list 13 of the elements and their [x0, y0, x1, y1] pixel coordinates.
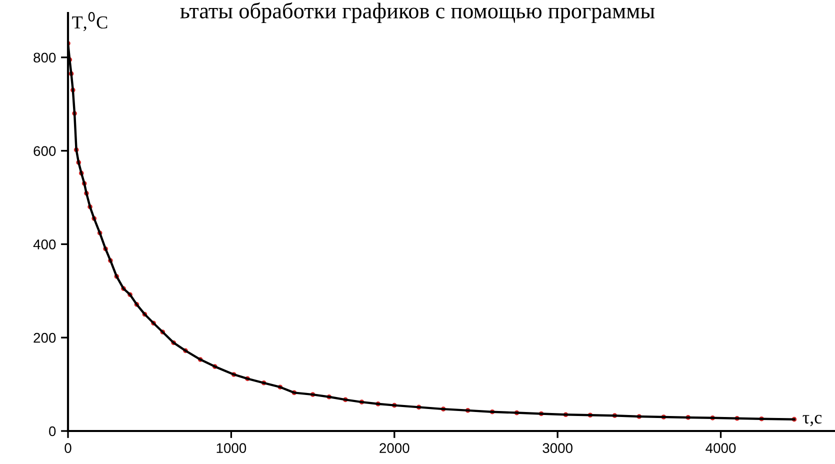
y-tick-label: 800 [34, 52, 56, 63]
y-tick-label: 0 [49, 426, 56, 436]
y-tick-label: 200 [34, 332, 56, 343]
chart-title: ьтаты обработки графиков с помощью программы [180, 2, 655, 23]
x-tick-label: 0 [64, 443, 72, 454]
x-tick-label: 3000 [542, 443, 572, 454]
x-tick-label: 1000 [216, 443, 246, 454]
x-axis-title: τ,с [802, 414, 822, 426]
y-tick-label: 600 [34, 146, 56, 156]
y-axis-title: T,$^{0}$C [72, 12, 108, 32]
y-tick-label: 400 [33, 240, 56, 250]
x-tick-label: 2000 [380, 443, 410, 454]
x-tick-label: 4000 [706, 443, 736, 454]
